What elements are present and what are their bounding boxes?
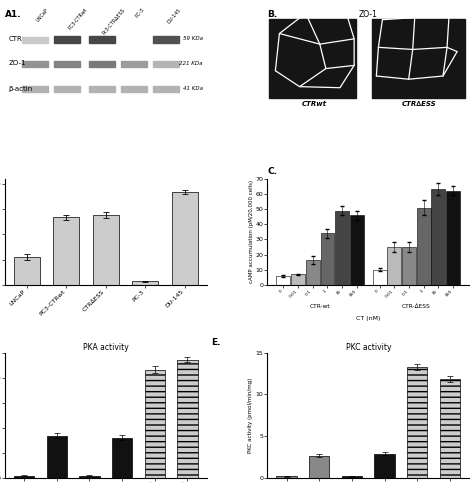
Text: 41 KDa: 41 KDa xyxy=(182,86,203,91)
Bar xyxy=(440,379,460,478)
Text: CTR: CTR xyxy=(9,36,23,42)
Bar xyxy=(335,211,349,285)
Y-axis label: cAMP accumulation (pM/20,000 cells): cAMP accumulation (pM/20,000 cells) xyxy=(249,180,254,284)
Bar xyxy=(153,36,180,43)
Bar xyxy=(112,438,132,478)
Bar xyxy=(132,282,158,285)
Bar xyxy=(14,476,34,478)
Bar xyxy=(269,19,356,99)
Bar xyxy=(54,86,81,92)
Text: β-actin: β-actin xyxy=(9,86,33,92)
Bar xyxy=(387,247,401,285)
Bar xyxy=(54,36,81,43)
Text: CTR-wt: CTR-wt xyxy=(310,304,330,309)
Bar xyxy=(14,256,40,285)
Bar xyxy=(372,19,465,99)
Bar xyxy=(89,86,115,92)
Bar xyxy=(89,36,115,43)
Text: CT (nM): CT (nM) xyxy=(356,316,381,321)
Bar xyxy=(153,61,180,67)
Bar xyxy=(153,86,180,92)
Bar xyxy=(309,455,329,478)
Text: ZO-1: ZO-1 xyxy=(359,10,378,19)
Title: PKC activity: PKC activity xyxy=(346,343,391,352)
Bar xyxy=(177,360,198,478)
Text: ZO-1: ZO-1 xyxy=(9,60,26,66)
Bar xyxy=(373,270,387,285)
Text: C.: C. xyxy=(267,168,277,176)
Bar xyxy=(54,217,79,285)
Text: CTR-∆ESS: CTR-∆ESS xyxy=(402,304,431,309)
Bar xyxy=(22,61,48,67)
Bar xyxy=(446,191,460,285)
Text: CTR∆ESS: CTR∆ESS xyxy=(401,101,436,107)
Bar xyxy=(121,86,147,92)
Bar xyxy=(276,276,291,285)
Bar xyxy=(407,367,428,478)
Bar xyxy=(320,233,335,285)
Text: CTRwt: CTRwt xyxy=(302,101,328,107)
Y-axis label: PKC activity (pmol/min/mg): PKC activity (pmol/min/mg) xyxy=(247,378,253,453)
Text: Pc3-CTR∆ESS: Pc3-CTR∆ESS xyxy=(102,7,127,35)
Bar xyxy=(145,369,165,478)
Bar xyxy=(172,192,198,285)
Text: PC-3: PC-3 xyxy=(134,7,145,19)
Text: B.: B. xyxy=(267,10,278,19)
Text: E.: E. xyxy=(211,338,220,347)
Bar xyxy=(46,436,67,478)
Bar xyxy=(417,208,431,285)
Text: 59 KDa: 59 KDa xyxy=(182,36,203,42)
Bar xyxy=(276,477,297,478)
Bar xyxy=(54,61,81,67)
Bar xyxy=(431,189,446,285)
Bar xyxy=(306,260,320,285)
Title: PKA activity: PKA activity xyxy=(83,343,128,352)
Bar xyxy=(342,477,362,478)
Bar xyxy=(93,214,118,285)
Bar xyxy=(79,476,100,478)
Bar xyxy=(121,61,147,67)
Text: 221 KDa: 221 KDa xyxy=(179,61,203,66)
Bar xyxy=(89,61,115,67)
Bar xyxy=(402,247,416,285)
Text: A1.: A1. xyxy=(5,10,21,19)
Bar xyxy=(374,454,395,478)
Text: DU-145: DU-145 xyxy=(166,7,182,24)
Bar xyxy=(350,215,364,285)
Bar xyxy=(291,274,305,285)
Text: PC3-CTRwt: PC3-CTRwt xyxy=(67,7,89,31)
Bar xyxy=(22,86,48,92)
Bar xyxy=(22,37,48,43)
Text: LNCaP: LNCaP xyxy=(35,7,49,22)
